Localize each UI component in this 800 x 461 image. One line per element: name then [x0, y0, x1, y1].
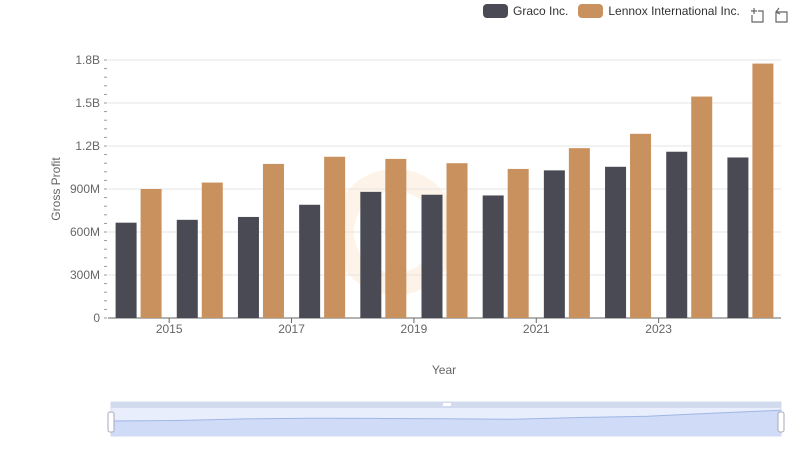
legend-label-lennox: Lennox International Inc.: [608, 4, 740, 18]
y-axis-title: Gross Profit: [49, 157, 63, 221]
y-tick-label: 1.2B: [75, 139, 100, 153]
bar-lennox: [568, 148, 590, 318]
bar-lennox: [201, 182, 223, 318]
y-tick-label: 1.5B: [75, 96, 100, 110]
bar-graco: [727, 157, 749, 318]
x-tick-label: 2015: [156, 322, 183, 336]
bar-lennox: [507, 168, 529, 318]
legend-item-lennox[interactable]: Lennox International Inc.: [578, 4, 740, 18]
bar-graco: [605, 166, 627, 318]
bar-lennox: [446, 163, 468, 318]
legend-label-graco: Graco Inc.: [513, 4, 569, 18]
y-tick-label: 300M: [70, 268, 100, 282]
zoom-icon[interactable]: [750, 6, 768, 24]
legend-swatch-graco: [483, 4, 508, 18]
slider-handle-left[interactable]: [107, 411, 115, 433]
bar-lennox: [385, 158, 407, 318]
slider-grip: [443, 403, 451, 406]
x-tick-label: 2017: [278, 322, 305, 336]
legend-swatch-lennox: [578, 4, 604, 18]
toolbox: [746, 6, 790, 24]
bar-graco: [299, 204, 321, 318]
bar-graco: [421, 194, 443, 318]
bar-graco: [115, 222, 137, 318]
x-tick-label: 2021: [523, 322, 550, 336]
bar-graco: [543, 170, 565, 318]
bar-lennox: [691, 96, 713, 318]
bar-lennox: [752, 63, 774, 319]
y-tick-label: 1.8B: [75, 53, 100, 67]
slider-line: [110, 409, 782, 422]
bar-graco: [176, 219, 198, 318]
bar-lennox: [262, 163, 284, 318]
slider-handle-right[interactable]: [777, 411, 785, 433]
x-tick-label: 2019: [401, 322, 428, 336]
bar-lennox: [324, 156, 346, 318]
x-axis-title: Year: [432, 363, 456, 377]
bar-graco: [237, 216, 259, 318]
bar-lennox: [140, 189, 162, 318]
data-zoom-slider: [107, 401, 785, 437]
x-tick-label: 2023: [645, 322, 672, 336]
restore-icon[interactable]: [772, 6, 790, 24]
legend-item-graco[interactable]: Graco Inc.: [483, 4, 568, 18]
y-tick-label: 0: [93, 311, 100, 325]
bar-graco: [360, 191, 382, 318]
y-tick-label: 900M: [70, 182, 100, 196]
bar-graco: [482, 195, 504, 318]
bar-graco: [666, 151, 688, 318]
bar-lennox: [630, 133, 652, 318]
legend: Graco Inc. Lennox International Inc.: [483, 4, 750, 18]
slider-area: [111, 410, 781, 436]
y-tick-label: 600M: [70, 225, 100, 239]
